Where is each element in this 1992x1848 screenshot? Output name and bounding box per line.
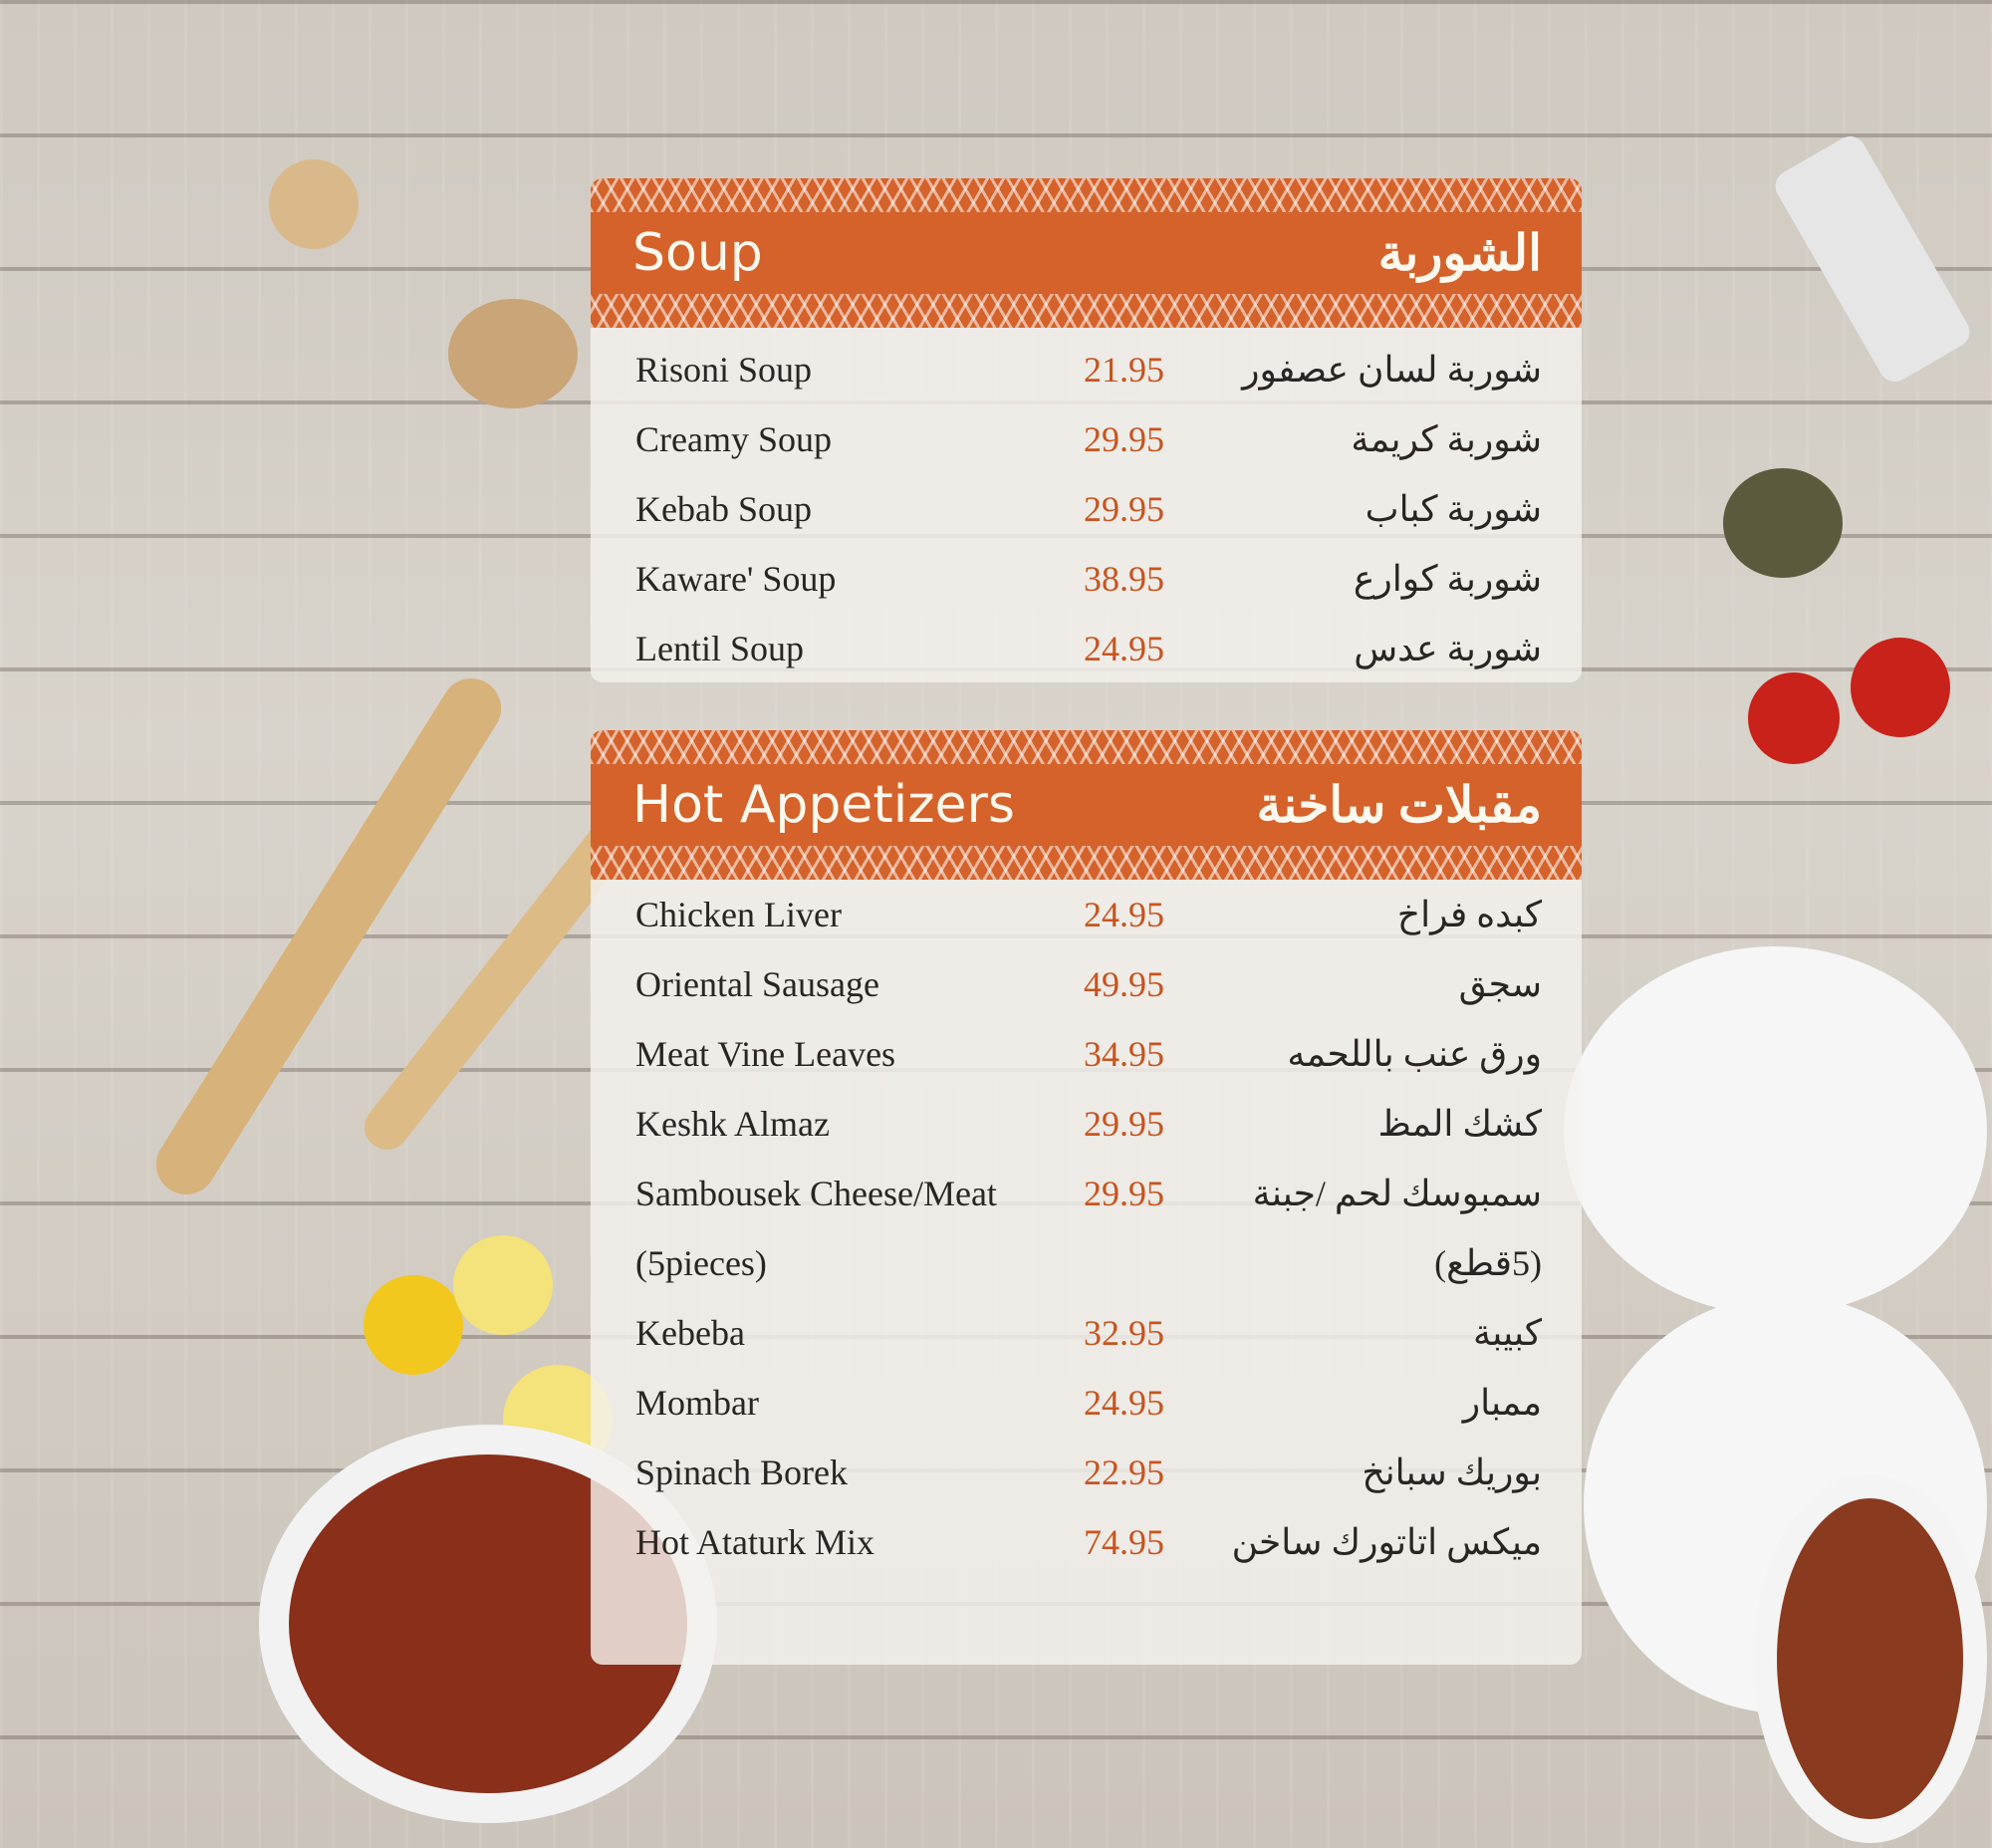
wooden-scoop-image [250,140,377,268]
item-name: Lentil Soup [635,629,804,668]
menu-item: Risoni Soup 21.95 شوربة لسان عصفور [591,335,1582,404]
item-price: 34.95 [1084,1034,1164,1074]
item-name-arabic: كشك المظ [1377,1104,1542,1144]
item-price: 38.95 [1084,559,1164,599]
item-price: 32.95 [1084,1313,1164,1353]
item-name-arabic: (5قطع) [1434,1243,1542,1283]
menu-item: Meat Vine Leaves 34.95 ورق عنب باللحمه [591,1019,1582,1089]
item-name-arabic: سمبوسك لحم /جبنة [1252,1174,1542,1213]
menu-item: Kebab Soup 29.95 شوربة كباب [591,474,1582,544]
item-name: Chicken Liver [635,895,842,934]
menu-item: Kebeba 32.95 كبيبة [591,1298,1582,1368]
menu-item: Lentil Soup 24.95 شوربة عدس [591,614,1582,682]
item-name: Kebeba [635,1313,745,1353]
item-price: 29.95 [1084,419,1164,459]
item-name-arabic: كبيبة [1472,1313,1542,1353]
item-price: 49.95 [1084,964,1164,1004]
item-price: 24.95 [1084,629,1164,668]
tomato-image [1748,672,1840,764]
item-name-arabic: ميكس اتاتورك ساخن [1231,1522,1542,1562]
section-header: Soup الشوربة [591,212,1582,294]
section-title: Soup [632,223,763,283]
decorative-pattern [591,294,1582,328]
item-name-arabic: ممبار [1462,1383,1542,1423]
item-name-arabic: سجق [1458,964,1542,1004]
menu-item: Hot Ataturk Mix 74.95 ميكس اتاتورك ساخن [591,1507,1582,1577]
item-price: 22.95 [1084,1452,1164,1492]
section-header: Hot Appetizers مقبلات ساخنة [591,764,1582,846]
decorative-pattern [591,178,1582,212]
item-name-arabic: شوربة كريمة [1351,419,1542,459]
menu-item: Sambousek Cheese/Meat 29.95 سمبوسك لحم /جب… [591,1159,1582,1228]
wooden-spatula-image [144,666,513,1206]
item-name-arabic: ورق عنب باللحمه [1287,1034,1542,1074]
decorative-pattern [591,730,1582,764]
salt-shaker-image [1769,131,1976,388]
hot-appetizers-item-list: Chicken Liver 24.95 كبده فراخ Oriental Saus… [591,880,1582,1577]
item-name: Hot Ataturk Mix [635,1522,874,1562]
item-name: Spinach Borek [635,1452,848,1492]
item-name-arabic: شوربة عدس [1354,629,1542,668]
herbs-image [1723,468,1843,578]
decorative-pattern [591,846,1582,880]
item-price: 24.95 [1084,1383,1164,1423]
item-price: 24.95 [1084,895,1164,934]
stew-plate-image [1753,1474,1987,1843]
item-price: 21.95 [1084,350,1164,390]
tomato-image [1851,638,1950,737]
item-name: Risoni Soup [635,350,813,390]
item-price: 29.95 [1084,1174,1164,1213]
item-name: Kebab Soup [635,489,812,529]
lemon-image [364,1275,463,1375]
item-price: 29.95 [1084,1104,1164,1144]
menu-item: (5pieces) (5قطع) [591,1228,1582,1298]
menu-item: Spinach Borek 22.95 بوريك سبانخ [591,1438,1582,1507]
item-name-arabic: كبده فراخ [1396,895,1542,934]
item-name: Keshk Almaz [635,1104,830,1144]
menu-item: Creamy Soup 29.95 شوربة كريمة [591,404,1582,474]
section-title-arabic: مقبلات ساخنة [1256,777,1543,833]
item-price: 29.95 [1084,489,1164,529]
item-name-arabic: بوريك سبانخ [1362,1452,1542,1492]
item-name: Creamy Soup [635,419,832,459]
menu-item: Keshk Almaz 29.95 كشك المظ [591,1089,1582,1159]
section-title: Hot Appetizers [632,775,1016,835]
soup-item-list: Risoni Soup 21.95 شوربة لسان عصفور Creamy S… [591,328,1582,682]
item-name-arabic: شوربة كباب [1365,489,1542,529]
item-name: (5pieces) [635,1243,767,1283]
wooden-scoop-image [448,299,578,408]
menu-item: Oriental Sausage 49.95 سجق [591,949,1582,1019]
menu-item: Mombar 24.95 ممبار [591,1368,1582,1438]
item-price: 74.95 [1084,1522,1164,1562]
item-name-arabic: شوربة لسان عصفور [1242,350,1542,390]
section-title-arabic: الشوربة [1377,225,1542,281]
item-name: Sambousek Cheese/Meat [635,1174,997,1213]
item-name: Kaware' Soup [635,559,837,599]
menu-section-hot-appetizers: Hot Appetizers مقبلات ساخنة Chicken Live… [591,730,1582,1665]
item-name: Mombar [635,1383,759,1423]
menu-item: Kaware' Soup 38.95 شوربة كوارع [591,544,1582,614]
lemon-image [453,1235,553,1335]
item-name-arabic: شوربة كوارع [1353,559,1542,599]
kibbeh-plate-image [1564,946,1987,1315]
menu-section-soup: Soup الشوربة Risoni Soup 21.95 شوربة لسان … [591,178,1582,682]
item-name: Meat Vine Leaves [635,1034,896,1074]
menu-item: Chicken Liver 24.95 كبده فراخ [591,880,1582,949]
item-name: Oriental Sausage [635,964,879,1004]
